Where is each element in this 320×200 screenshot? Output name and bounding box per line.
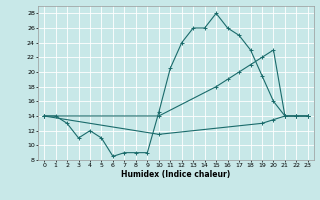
X-axis label: Humidex (Indice chaleur): Humidex (Indice chaleur) [121, 170, 231, 179]
